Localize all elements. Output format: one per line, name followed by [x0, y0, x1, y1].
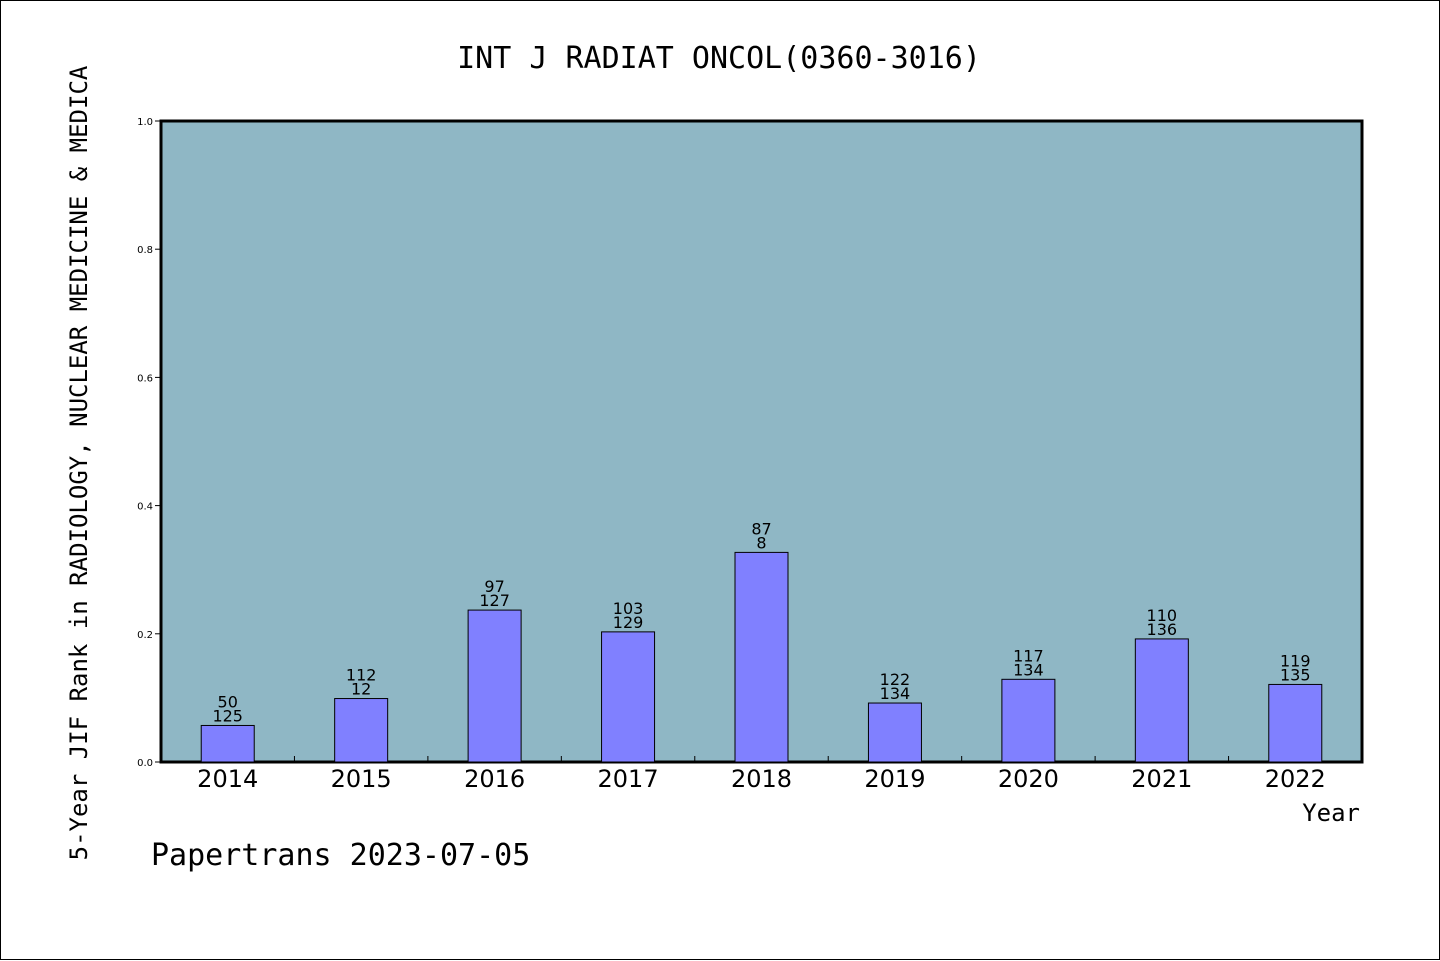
- data-label-top: 110: [1147, 606, 1178, 625]
- x-axis-ticks: 2014 2015 2016 2017 2018 2019 2020 2021 2022: [197, 756, 1326, 793]
- data-label-top: 87: [751, 519, 771, 538]
- data-label-bottom: 136: [1147, 620, 1178, 639]
- x-tick-label: 2019: [864, 765, 925, 793]
- bar-2018: [734, 551, 789, 763]
- y-tick-label: 0.2: [137, 630, 153, 641]
- x-tick-label: 2018: [731, 765, 792, 793]
- x-tick-label: 2016: [464, 765, 525, 793]
- data-label-top: 103: [613, 599, 644, 618]
- data-label-bottom: 127: [479, 591, 510, 610]
- bar-2015: [334, 698, 389, 763]
- x-tick-label: 2014: [197, 765, 258, 793]
- x-axis-label: Year: [1302, 799, 1360, 827]
- x-tick-label: 2020: [998, 765, 1059, 793]
- bar-2017: [601, 631, 656, 763]
- x-tick-label: 2021: [1131, 765, 1192, 793]
- bar-2022: [1268, 683, 1323, 763]
- y-tick-label: 0.4: [137, 502, 153, 513]
- x-tick-label: 2017: [598, 765, 659, 793]
- data-label-top: 119: [1280, 651, 1311, 670]
- data-label-top: 112: [346, 666, 377, 685]
- bar-2020: [1001, 678, 1056, 763]
- data-label-bottom: 8: [756, 533, 766, 552]
- data-label-top: 122: [880, 670, 911, 689]
- y-tick-label: 1.0: [137, 117, 153, 128]
- y-tick-label: 0.8: [137, 245, 153, 256]
- x-tick-label: 2015: [331, 765, 392, 793]
- y-axis-label: 5-Year JIF Rank in RADIOLOGY, NUCLEAR ME…: [65, 65, 93, 860]
- bar-2016: [467, 609, 522, 763]
- data-label-bottom: 125: [212, 706, 243, 725]
- footer-text: Papertrans 2023-07-05: [151, 838, 530, 873]
- data-label-top: 117: [1013, 646, 1044, 665]
- y-tick-label: 0.0: [137, 758, 153, 769]
- data-label-bottom: 135: [1280, 665, 1311, 684]
- data-label-bottom: 134: [1013, 660, 1044, 679]
- y-axis-ticks: 0.0 0.2 0.4 0.6 0.8 1.0: [137, 117, 161, 769]
- chart-title: INT J RADIAT ONCOL(0360-3016): [457, 41, 981, 76]
- x-tick-label: 2022: [1265, 765, 1326, 793]
- data-label-bottom: 12: [351, 680, 371, 699]
- bars: [200, 551, 1323, 763]
- data-label-bottom: 134: [880, 684, 911, 703]
- bar-2019: [867, 702, 922, 763]
- bar-2014: [200, 724, 255, 763]
- bar-2021: [1134, 638, 1189, 763]
- data-label-top: 50: [218, 692, 238, 711]
- data-label-bottom: 129: [613, 613, 644, 632]
- y-tick-label: 0.6: [137, 373, 153, 384]
- data-label-top: 97: [484, 577, 504, 596]
